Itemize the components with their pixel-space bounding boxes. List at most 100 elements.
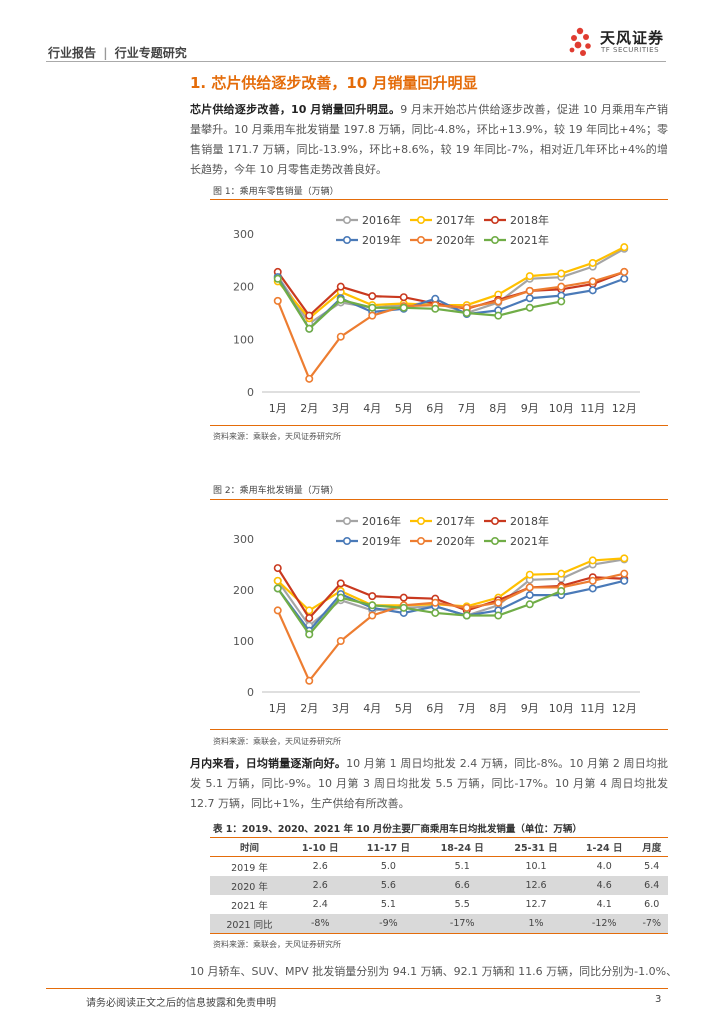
paragraph-1-body: 9 月末开始芯片供给逐步改善，促进 10 月乘用车产销量攀升。10 月乘用车批发…: [190, 103, 669, 176]
data-point: [525, 294, 534, 303]
paragraph-3: 10 月轿车、SUV、MPV 批发销量分别为 94.1 万辆、92.1 万辆和 …: [190, 965, 678, 978]
legend-label: 2016年: [362, 514, 401, 528]
x-tick-label: 4月: [363, 702, 381, 715]
table-header-cell: 月度: [635, 837, 668, 857]
x-tick-label: 11月: [580, 702, 605, 715]
table-cell: 2.4: [312, 899, 328, 910]
x-tick-label: 2月: [300, 402, 318, 415]
table-cell: -8%: [288, 914, 352, 934]
data-point: [588, 584, 597, 593]
figure-1-top-rule: [210, 199, 668, 200]
table-cell: 2021 同比: [210, 914, 289, 934]
table-row: 2019 年 2.6 5.0 5.1 10.1 4.0 5.4: [210, 857, 668, 877]
x-tick-label: 6月: [426, 702, 444, 715]
data-point: [399, 293, 408, 302]
data-point: [368, 303, 377, 312]
x-tick-label: 10月: [549, 702, 574, 715]
x-tick-label: 9月: [521, 402, 539, 415]
data-point: [336, 295, 345, 304]
data-point: [273, 584, 282, 593]
figure-2-source: 资料来源：乘联会，天风证券研究所: [213, 737, 341, 746]
table-header-cell: 11-17 日: [351, 837, 426, 857]
data-point: [305, 676, 314, 685]
data-point: [399, 603, 408, 612]
data-point: [273, 564, 282, 573]
data-point: [368, 292, 377, 301]
section-title: 1. 芯片供给逐步改善，10 月销量回升明显: [190, 74, 478, 92]
wholesale-sales-chart: 0 100 200 300 1月 2月 3月 4月 5月 6月 7月 8月 9月 10月 11月 12月 201…: [233, 514, 640, 715]
y-tick-label: 0: [247, 386, 254, 399]
series-line-2020年: [276, 270, 625, 382]
paragraph-2-lead: 月内来看，日均销量逐渐向好。: [190, 757, 347, 770]
data-point: [525, 303, 534, 312]
x-tick-label: 7月: [458, 702, 476, 715]
series-line-2021年: [276, 587, 562, 637]
table-1-title: 表 1：2019、2020、2021 年 10 月份主要厂商乘用车日均批发销量（…: [213, 824, 582, 835]
legend-marker: [490, 536, 499, 545]
data-point: [620, 554, 629, 563]
logo-sub: TF SECURITIES: [601, 46, 660, 54]
legend-label: 2021年: [510, 233, 549, 247]
data-point: [620, 569, 629, 578]
series-line-2016年: [276, 247, 625, 326]
footer-divider: [46, 988, 668, 989]
legend-marker: [417, 517, 426, 526]
table-cell: 2020 年: [210, 876, 289, 895]
data-point: [336, 282, 345, 291]
y-tick-label: 100: [233, 635, 254, 648]
table-cell: 2.6: [312, 861, 328, 872]
table-header-cell: 18-24 日: [425, 837, 500, 857]
table-cell: 12.7: [525, 899, 547, 910]
x-tick-label: 8月: [489, 402, 507, 415]
table-cell: 6.6: [425, 876, 500, 895]
data-point: [336, 579, 345, 588]
table-cell: 5.4: [644, 861, 660, 872]
legend-marker: [343, 536, 352, 545]
x-tick-label: 9月: [521, 702, 539, 715]
data-point: [399, 593, 408, 602]
data-point: [620, 576, 629, 585]
table-header-cell: 25-31 日: [499, 837, 573, 857]
data-point: [431, 304, 440, 313]
data-point: [494, 598, 503, 607]
table-cell: 4.0: [596, 861, 612, 872]
legend-marker: [490, 216, 499, 225]
data-point: [431, 294, 440, 303]
legend-label: 2019年: [362, 233, 401, 247]
data-point: [336, 637, 345, 646]
legend-label: 2016年: [362, 213, 401, 227]
data-point: [462, 309, 471, 318]
figure-2-top-rule: [210, 499, 668, 500]
x-tick-label: 3月: [332, 402, 350, 415]
data-point: [431, 598, 440, 607]
table-cell: -12%: [572, 914, 636, 934]
y-tick-label: 200: [233, 584, 254, 597]
x-tick-label: 5月: [395, 702, 413, 715]
figure-1-source: 资料来源：乘联会，天风证券研究所: [213, 432, 341, 441]
data-point: [525, 272, 534, 281]
series-line-2021年: [276, 278, 562, 331]
data-point: [620, 274, 629, 283]
table-cell: 12.6: [499, 876, 573, 895]
data-point: [588, 258, 597, 267]
data-point: [557, 269, 566, 278]
data-point: [525, 570, 534, 579]
paragraph-2: 月内来看，日均销量逐渐向好。10 月第 1 周日均批发 2.4 万辆，同比-8%…: [190, 754, 668, 814]
table-cell: -9%: [351, 914, 426, 934]
header-divider: [46, 61, 666, 62]
data-point: [305, 606, 314, 615]
data-point: [525, 600, 534, 609]
table-cell: 4.6: [572, 876, 636, 895]
legend-label: 2020年: [436, 233, 475, 247]
data-point: [431, 608, 440, 617]
data-point: [273, 274, 282, 283]
x-tick-label: 6月: [426, 402, 444, 415]
data-point: [273, 296, 282, 305]
y-tick-label: 200: [233, 281, 254, 294]
data-point: [494, 297, 503, 306]
legend-label: 2018年: [510, 213, 549, 227]
data-point: [620, 267, 629, 276]
header-separator: |: [103, 46, 108, 60]
table-cell: 1%: [499, 914, 573, 934]
table-cell: 6.0: [644, 899, 660, 910]
